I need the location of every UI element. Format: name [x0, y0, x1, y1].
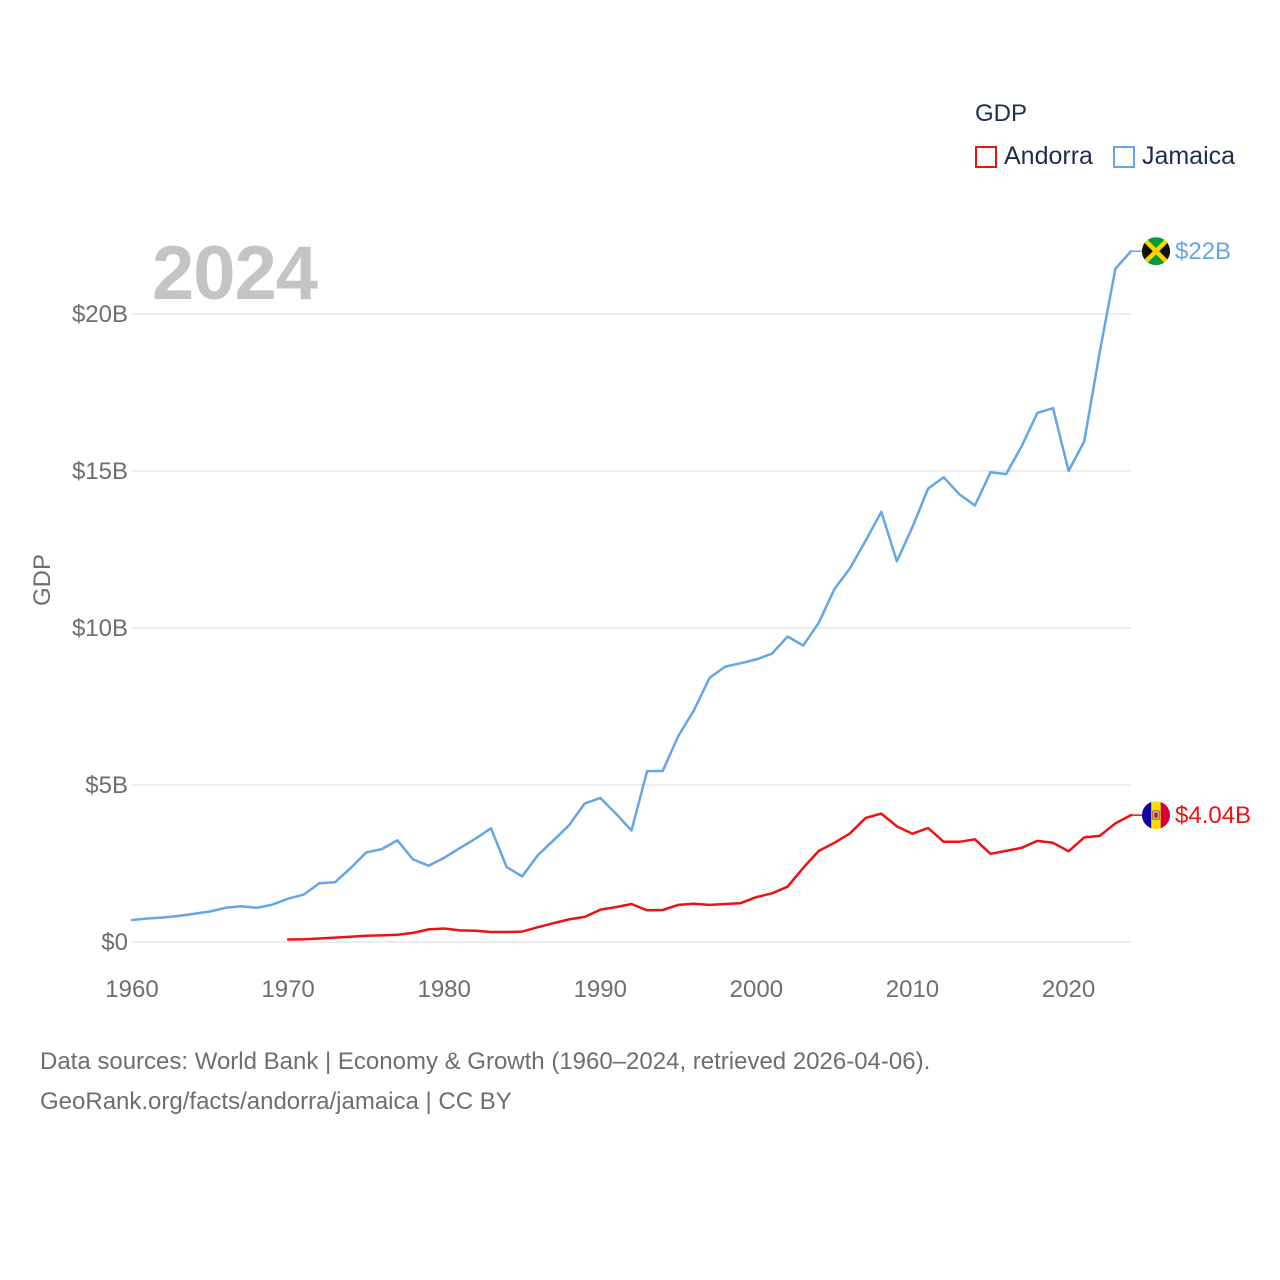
y-tick-label: $5B: [85, 772, 128, 799]
y-tick-label: $10B: [72, 615, 128, 642]
grid-lines: [132, 313, 1131, 943]
x-tick-label: 1970: [261, 976, 314, 1003]
y-axis-label: GDP: [29, 554, 56, 606]
y-axis-ticks: $0 $5B $10B $15B $20B: [72, 301, 128, 956]
x-axis-ticks: 1960 1970 1980 1990 2000 2010 2020: [105, 976, 1095, 1003]
jamaica-flag-icon: [1142, 237, 1170, 266]
y-tick-label: $15B: [72, 458, 128, 485]
end-label-andorra: $4.04B: [1175, 802, 1251, 829]
legend: Andorra Jamaica: [975, 142, 1255, 171]
x-tick-label: 2010: [886, 976, 939, 1003]
series-end-labels: $22B $4.04B: [1131, 237, 1251, 830]
x-tick-label: 2000: [730, 976, 783, 1003]
legend-label-andorra: Andorra: [1004, 142, 1093, 170]
data-source-caption: Data sources: World Bank | Economy & Gro…: [40, 1042, 930, 1122]
source-line-1: Data sources: World Bank | Economy & Gro…: [40, 1048, 931, 1075]
source-line-2: GeoRank.org/facts/andorra/jamaica | CC B…: [40, 1088, 512, 1115]
series-lines: [130, 249, 1133, 941]
legend-item-jamaica[interactable]: Jamaica: [1112, 142, 1236, 171]
year-overlay: 2024: [152, 231, 318, 316]
legend-swatch-jamaica: [1112, 145, 1135, 168]
series-line-andorra: [286, 812, 1133, 941]
x-tick-label: 1960: [105, 976, 158, 1003]
x-tick-label: 2020: [1042, 976, 1095, 1003]
y-tick-label: $20B: [72, 301, 128, 328]
andorra-flag-icon: [1142, 801, 1170, 830]
end-label-jamaica: $22B: [1175, 238, 1231, 265]
x-tick-label: 1990: [574, 976, 627, 1003]
legend-label-jamaica: Jamaica: [1141, 142, 1236, 170]
series-line-jamaica: [130, 249, 1133, 922]
legend-swatch-andorra: [975, 145, 997, 168]
legend-title: GDP: [975, 100, 1028, 127]
legend-item-andorra[interactable]: Andorra: [975, 142, 1093, 171]
y-tick-label: $0: [101, 929, 128, 956]
x-tick-label: 1980: [417, 976, 470, 1003]
